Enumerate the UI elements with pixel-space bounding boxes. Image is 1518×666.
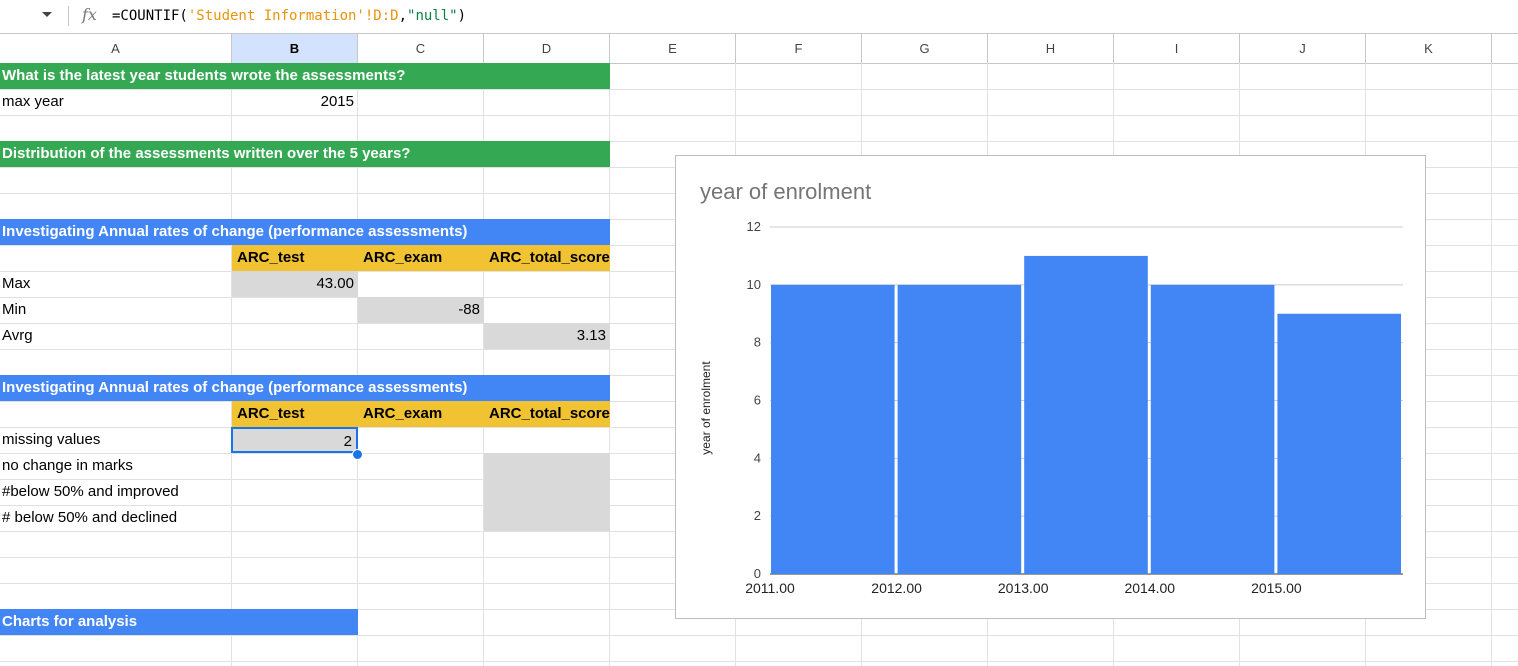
x-tick-label: 2012.00 xyxy=(871,580,922,596)
column-header-g[interactable]: G xyxy=(862,34,988,63)
arc1-header-total[interactable]: ARC_total_score xyxy=(484,245,610,271)
arc2-header-total[interactable]: ARC_total_score xyxy=(484,401,610,427)
formula-bar: fx =COUNTIF('Student Information'!D:D,"n… xyxy=(0,0,1518,34)
below-improved-total-cell[interactable] xyxy=(484,479,610,505)
chart-svg: year of enrolment year of enrolment 0 2 4 6… xyxy=(699,179,1403,596)
y-tick-label: 0 xyxy=(754,566,761,581)
arc2-header-exam[interactable]: ARC_exam xyxy=(358,401,484,427)
below-declined-total-cell[interactable] xyxy=(484,505,610,531)
x-tick-label: 2013.00 xyxy=(998,580,1049,596)
enrolment-chart[interactable]: year of enrolment year of enrolment 0 2 4 6… xyxy=(675,155,1426,619)
column-header-h[interactable]: H xyxy=(988,34,1114,63)
column-header-d[interactable]: D xyxy=(484,34,610,63)
chart-bar[interactable] xyxy=(1150,284,1275,574)
y-tick-label: 12 xyxy=(747,219,761,234)
formula-bar-divider xyxy=(68,6,69,26)
nochange-total-cell[interactable] xyxy=(484,453,610,479)
missing-label-cell[interactable]: missing values xyxy=(2,431,101,448)
max-label-cell[interactable]: Max xyxy=(2,275,31,292)
chart-bar[interactable] xyxy=(1024,255,1148,574)
column-header-a[interactable]: A xyxy=(0,34,232,63)
charts-title-cell[interactable]: Charts for analysis xyxy=(0,609,358,635)
arc2-title-cell[interactable]: Investigating Annual rates of change (pe… xyxy=(0,375,610,401)
x-tick-label: 2014.00 xyxy=(1124,580,1175,596)
formula-prefix: =COUNTIF( xyxy=(112,8,188,24)
column-header-e[interactable]: E xyxy=(610,34,736,63)
y-tick-label: 8 xyxy=(754,335,761,350)
nochange-label-cell[interactable]: no change in marks xyxy=(2,457,133,474)
max-year-value-cell[interactable]: 2015 xyxy=(320,93,354,110)
x-tick-label: 2015.00 xyxy=(1251,580,1302,596)
column-header-c[interactable]: C xyxy=(358,34,484,63)
name-box-dropdown-icon[interactable] xyxy=(42,12,52,17)
below-improved-label-cell[interactable]: #below 50% and improved xyxy=(2,483,179,500)
avg-label-cell[interactable]: Avrg xyxy=(2,327,33,344)
y-tick-label: 10 xyxy=(747,277,761,292)
y-tick-label: 4 xyxy=(754,450,761,465)
column-header-row: A B C D E F G H I J K xyxy=(0,34,1518,64)
chart-bar[interactable] xyxy=(771,284,895,574)
q1-title-cell[interactable]: What is the latest year students wrote t… xyxy=(0,63,610,89)
min-value-cell[interactable]: -88 xyxy=(358,297,484,323)
max-value-cell[interactable]: 43.00 xyxy=(232,271,358,297)
max-year-label-cell[interactable]: max year xyxy=(2,93,64,110)
column-header-k[interactable]: K xyxy=(1366,34,1492,63)
arc1-title-cell[interactable]: Investigating Annual rates of change (pe… xyxy=(0,219,610,245)
formula-range: 'Student Information'!D:D xyxy=(187,8,399,24)
y-tick-label: 2 xyxy=(754,508,761,523)
fill-handle[interactable] xyxy=(352,449,363,460)
column-header-f[interactable]: F xyxy=(736,34,862,63)
y-tick-label: 6 xyxy=(754,393,761,408)
formula-suffix: ) xyxy=(457,8,467,24)
column-header-j[interactable]: J xyxy=(1240,34,1366,63)
below-declined-label-cell[interactable]: # below 50% and declined xyxy=(2,509,178,526)
column-header-b[interactable]: B xyxy=(232,34,358,63)
arc2-header-test[interactable]: ARC_test xyxy=(232,401,358,427)
avg-value-cell[interactable]: 3.13 xyxy=(484,323,610,349)
missing-value-cell[interactable]: 2 xyxy=(231,427,358,453)
column-header-i[interactable]: I xyxy=(1114,34,1240,63)
min-label-cell[interactable]: Min xyxy=(2,301,27,318)
arc1-header-test[interactable]: ARC_test xyxy=(232,245,358,271)
chart-y-axis-label: year of enrolment xyxy=(699,361,713,455)
chart-bar[interactable] xyxy=(897,284,1022,574)
formula-input[interactable]: =COUNTIF('Student Information'!D:D,"null… xyxy=(112,8,466,24)
arc1-header-exam[interactable]: ARC_exam xyxy=(358,245,484,271)
chart-bar[interactable] xyxy=(1277,313,1401,574)
x-tick-label: 2011.00 xyxy=(745,580,795,596)
formula-criterion: "null" xyxy=(407,8,458,24)
fx-icon: fx xyxy=(82,5,97,24)
q2-title-cell[interactable]: Distribution of the assessments written … xyxy=(0,141,610,167)
chart-title: year of enrolment xyxy=(700,179,871,204)
formula-separator: , xyxy=(398,8,408,24)
